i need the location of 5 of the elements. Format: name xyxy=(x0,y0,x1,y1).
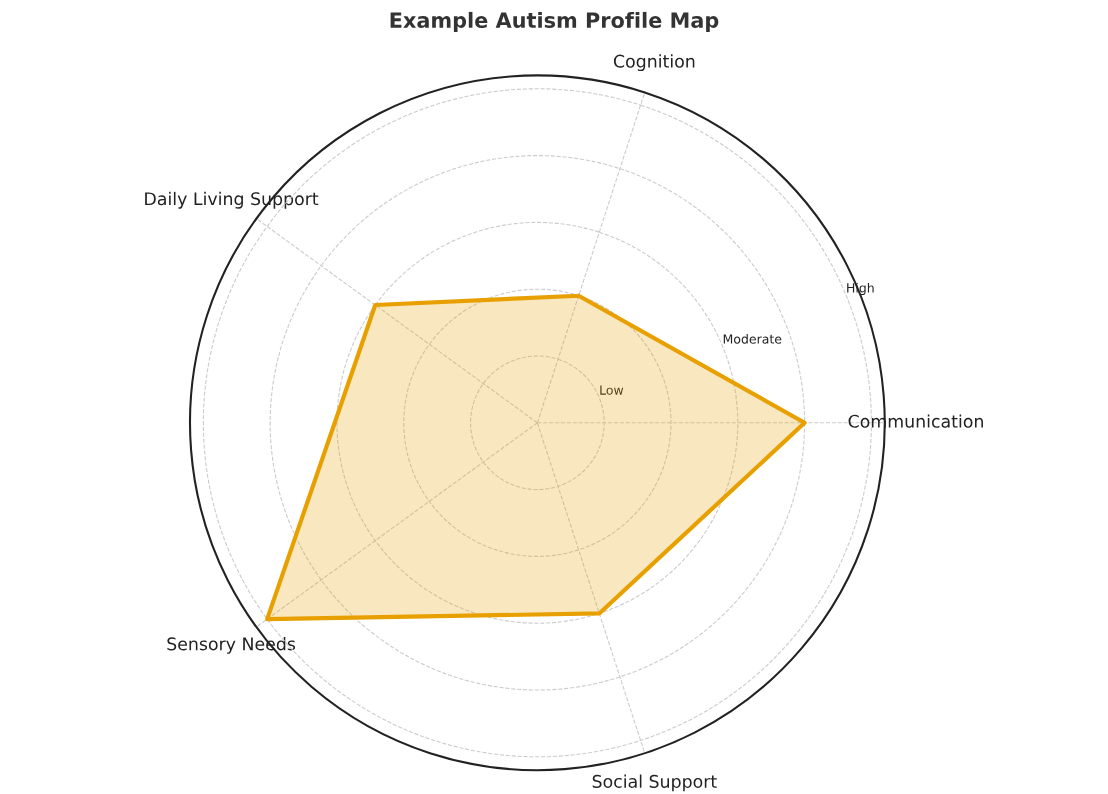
chart-title: Example Autism Profile Map xyxy=(390,11,719,33)
spoke-label: Social Support xyxy=(592,774,717,792)
y-tick-label: Low xyxy=(600,385,624,395)
y-tick-label: Moderate xyxy=(723,334,782,344)
spoke-label: Cognition xyxy=(613,54,695,72)
